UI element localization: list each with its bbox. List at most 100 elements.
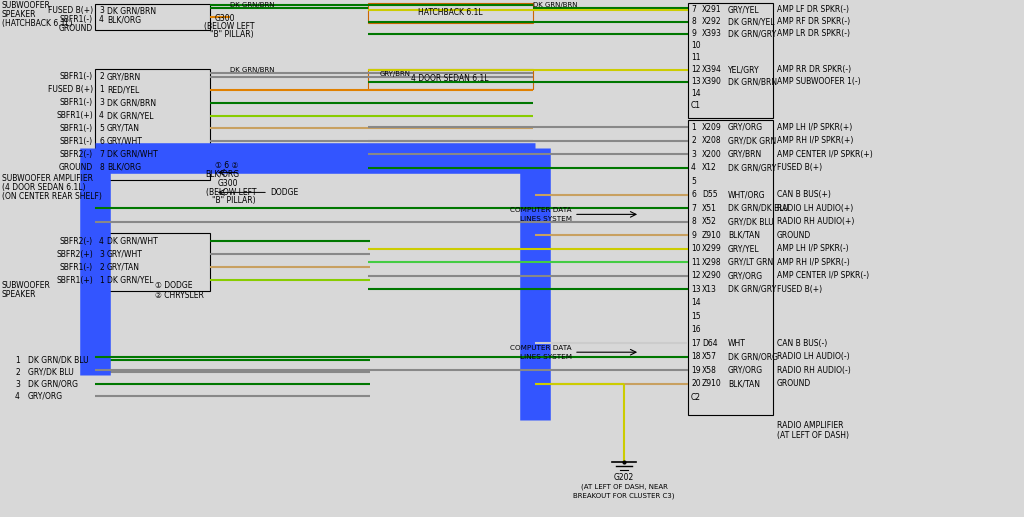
- Text: BLK/ORG: BLK/ORG: [205, 170, 240, 179]
- Text: DK GRN/YEL: DK GRN/YEL: [106, 111, 154, 120]
- Text: DK GRN/GRY: DK GRN/GRY: [728, 285, 776, 294]
- Bar: [688, 3, 773, 117]
- Text: 12: 12: [691, 65, 700, 74]
- Text: X13: X13: [702, 285, 717, 294]
- Text: 9: 9: [691, 29, 696, 38]
- Text: SBFR1(-): SBFR1(-): [59, 263, 93, 272]
- Text: 11: 11: [691, 258, 700, 267]
- Text: CAN B BUS(+): CAN B BUS(+): [777, 190, 830, 200]
- Text: GRY/BRN: GRY/BRN: [728, 150, 762, 159]
- Text: GRY/TAN: GRY/TAN: [106, 124, 140, 133]
- Text: 1: 1: [99, 276, 103, 285]
- Text: AMP SUBWOOFER 1(-): AMP SUBWOOFER 1(-): [777, 77, 860, 86]
- Text: DK GRN/YEL: DK GRN/YEL: [728, 17, 774, 26]
- Text: SPEAKER: SPEAKER: [2, 290, 37, 299]
- Text: DK GRN/WHT: DK GRN/WHT: [106, 237, 158, 246]
- Text: "B" PILLAR): "B" PILLAR): [210, 30, 254, 39]
- Text: 6: 6: [691, 190, 696, 200]
- Text: X390: X390: [702, 77, 722, 86]
- Text: 6: 6: [99, 137, 103, 146]
- Text: D55: D55: [702, 190, 718, 200]
- Text: RADIO LH AUDIO(+): RADIO LH AUDIO(+): [777, 204, 853, 213]
- Text: 3: 3: [99, 6, 103, 15]
- Text: BLK/ORG: BLK/ORG: [106, 163, 141, 172]
- Text: HATCHBACK 6.1L: HATCHBACK 6.1L: [418, 8, 482, 17]
- Text: GRY/DK BLU: GRY/DK BLU: [28, 368, 74, 377]
- Bar: [95, 69, 210, 180]
- Text: X200: X200: [702, 150, 722, 159]
- Text: 16: 16: [691, 325, 700, 334]
- Bar: [688, 120, 773, 415]
- Text: SBFR1(-): SBFR1(-): [59, 98, 93, 107]
- Text: 12: 12: [691, 271, 700, 280]
- Text: BLK/TAN: BLK/TAN: [728, 231, 760, 240]
- Text: 4: 4: [691, 163, 696, 173]
- Text: 8: 8: [691, 17, 695, 26]
- Text: X393: X393: [702, 29, 722, 38]
- Text: SUBWOOFER: SUBWOOFER: [2, 1, 51, 10]
- Text: 3: 3: [15, 379, 19, 389]
- Text: 9: 9: [691, 231, 696, 240]
- Text: (AT LEFT OF DASH): (AT LEFT OF DASH): [777, 431, 849, 439]
- Text: "B" PILLAR): "B" PILLAR): [212, 196, 256, 205]
- Text: SBFR2(-): SBFR2(-): [59, 150, 93, 159]
- Text: G202: G202: [613, 473, 634, 481]
- Text: ② CHRYSLER: ② CHRYSLER: [155, 291, 204, 300]
- Text: G300: G300: [215, 14, 236, 23]
- Text: X57: X57: [702, 352, 717, 361]
- Text: DK GRN/BRN: DK GRN/BRN: [534, 2, 578, 8]
- Text: X52: X52: [702, 217, 717, 226]
- Text: AMP LF DR SPKR(-): AMP LF DR SPKR(-): [777, 5, 849, 14]
- Text: GRY/ORG: GRY/ORG: [728, 271, 763, 280]
- Text: 2: 2: [99, 72, 103, 81]
- Text: 1: 1: [99, 85, 103, 94]
- Text: X209: X209: [702, 123, 722, 132]
- Text: 11: 11: [691, 53, 700, 62]
- Text: COMPUTER DATA: COMPUTER DATA: [510, 207, 572, 214]
- Text: 5: 5: [691, 177, 696, 186]
- Text: DK GRN/WHT: DK GRN/WHT: [106, 150, 158, 159]
- Text: GRY/WHT: GRY/WHT: [106, 250, 143, 259]
- Text: LINES SYSTEM: LINES SYSTEM: [520, 217, 572, 222]
- Text: X58: X58: [702, 366, 717, 375]
- Text: GRY/YEL: GRY/YEL: [728, 5, 760, 14]
- Text: X290: X290: [702, 271, 722, 280]
- Text: 10: 10: [691, 245, 700, 253]
- Text: GRY/DK BLU: GRY/DK BLU: [728, 217, 774, 226]
- Text: BLK/ORG: BLK/ORG: [106, 15, 141, 24]
- Text: SUBWOOFER AMPLIFIER: SUBWOOFER AMPLIFIER: [2, 174, 93, 183]
- Text: FUSED B(+): FUSED B(+): [777, 285, 822, 294]
- Text: DK GRN/BRN: DK GRN/BRN: [230, 67, 274, 72]
- Text: GRY/TAN: GRY/TAN: [106, 263, 140, 272]
- Text: 8: 8: [691, 217, 695, 226]
- Text: 19: 19: [691, 366, 700, 375]
- Text: COMPUTER DATA: COMPUTER DATA: [510, 345, 572, 351]
- Bar: [95, 4, 210, 29]
- Text: RED/YEL: RED/YEL: [106, 85, 139, 94]
- Text: ① DODGE: ① DODGE: [155, 281, 193, 290]
- Text: DK GRN/DK BLU: DK GRN/DK BLU: [28, 356, 89, 364]
- Text: 20: 20: [691, 379, 700, 388]
- Text: 7: 7: [691, 204, 696, 213]
- Text: DK GRN/BRN: DK GRN/BRN: [230, 2, 274, 8]
- Text: WHT: WHT: [728, 339, 745, 348]
- Text: DK GRN/GRY: DK GRN/GRY: [728, 163, 776, 173]
- Text: X299: X299: [702, 245, 722, 253]
- Text: SUBWOOFER: SUBWOOFER: [2, 281, 51, 290]
- Bar: [368, 3, 534, 23]
- Text: GRY/BRN: GRY/BRN: [106, 72, 141, 81]
- Text: RADIO RH AUDIO(-): RADIO RH AUDIO(-): [777, 366, 851, 375]
- Text: GRY/WHT: GRY/WHT: [106, 137, 143, 146]
- Text: YEL/GRY: YEL/GRY: [728, 65, 760, 74]
- Text: 7: 7: [691, 5, 696, 14]
- Text: Z910: Z910: [702, 379, 722, 388]
- Text: 1: 1: [15, 356, 19, 364]
- Text: SBFR1(-): SBFR1(-): [59, 15, 93, 24]
- Text: DK GRN/ORG: DK GRN/ORG: [728, 352, 778, 361]
- Text: BREAKOUT FOR CLUSTER C3): BREAKOUT FOR CLUSTER C3): [573, 493, 675, 499]
- Text: 5: 5: [99, 124, 103, 133]
- Text: AMP RR DR SPKR(-): AMP RR DR SPKR(-): [777, 65, 851, 74]
- Text: DODGE: DODGE: [270, 188, 298, 197]
- Text: 2: 2: [99, 263, 103, 272]
- Bar: [368, 69, 534, 88]
